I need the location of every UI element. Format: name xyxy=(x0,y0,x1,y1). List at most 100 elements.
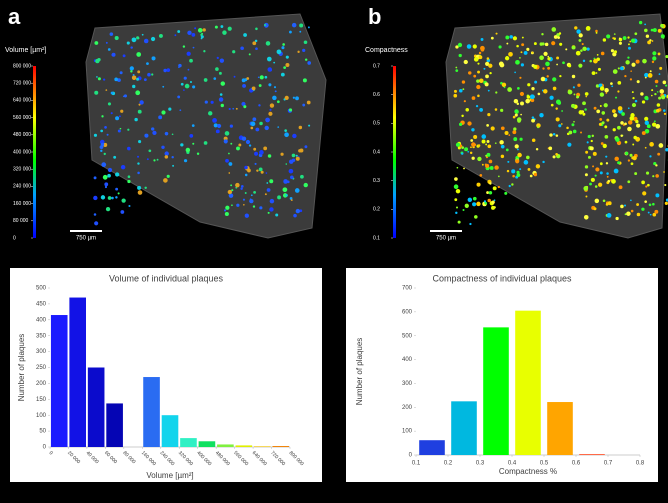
plaque-dot xyxy=(485,155,487,157)
plaque-dot xyxy=(600,86,604,90)
plaque-dot xyxy=(604,88,608,92)
plaque-dot xyxy=(601,142,604,145)
plaque-dot xyxy=(115,188,118,191)
plaque-dot xyxy=(473,44,477,48)
plaque-dot xyxy=(631,39,635,43)
plaque-dot xyxy=(651,29,654,32)
plaque-dot xyxy=(473,197,477,201)
plaque-dot xyxy=(537,126,539,128)
plaque-dot xyxy=(547,56,549,58)
plaque-dot xyxy=(261,171,264,174)
plaque-dot xyxy=(545,62,550,67)
plaque-dot xyxy=(269,207,273,211)
plaque-dot xyxy=(224,139,228,143)
plaque-dot xyxy=(220,58,224,62)
colorbar-tick-label: 0.1 xyxy=(373,235,380,241)
plaque-dot xyxy=(531,119,535,123)
plaque-dot xyxy=(295,188,300,193)
plaque-dot xyxy=(101,143,105,147)
plaque-dot xyxy=(470,152,472,154)
plaque-dot xyxy=(576,51,581,56)
plaque-dot xyxy=(559,75,561,77)
plaque-dot xyxy=(101,115,103,117)
plaque-dot xyxy=(481,48,485,52)
plaque-dot xyxy=(526,48,529,51)
plaque-dot xyxy=(277,126,279,128)
x-axis-label: Compactness % xyxy=(499,467,557,476)
y-tick-label: 200 xyxy=(36,381,47,387)
plaque-dot xyxy=(617,90,619,92)
plaque-dot xyxy=(106,42,108,44)
plaque-dot xyxy=(459,123,462,126)
plaque-dot xyxy=(602,121,605,124)
plaque-dot xyxy=(254,152,258,156)
plaque-dot xyxy=(485,143,487,145)
plaque-dot xyxy=(283,66,286,69)
plaque-dot xyxy=(104,126,107,129)
plaque-dot xyxy=(216,129,220,133)
plaque-dot xyxy=(215,67,219,71)
colorbar-tick-label: 0.3 xyxy=(373,178,380,184)
plaque-dot xyxy=(595,199,600,204)
plaque-dot xyxy=(268,67,272,71)
y-tick-label: 400 xyxy=(402,357,413,363)
plaque-dot xyxy=(263,147,267,151)
bar xyxy=(236,445,253,447)
plaque-dot xyxy=(613,113,617,117)
plaque-dot xyxy=(106,207,110,211)
plaque-dot xyxy=(249,144,251,146)
colorbar-tick-label: 400 000 xyxy=(13,149,31,155)
plaque-dot xyxy=(285,96,289,100)
plaque-dot xyxy=(586,26,591,31)
colorbar-tick-label: 0.7 xyxy=(373,63,380,69)
plaque-dot xyxy=(192,143,194,145)
plaque-dot xyxy=(121,198,125,202)
plaque-dot xyxy=(454,198,457,201)
plaque-dot xyxy=(534,173,537,176)
plaque-dot xyxy=(629,116,634,121)
plaque-dot xyxy=(506,43,508,45)
plaque-dot xyxy=(491,37,494,40)
bar xyxy=(483,327,509,455)
plaque-dot xyxy=(468,198,472,202)
plaque-dot xyxy=(625,141,628,144)
plaque-dot xyxy=(632,144,634,146)
plaque-dot xyxy=(664,184,666,186)
plaque-dot xyxy=(217,124,221,128)
plaque-dot xyxy=(242,84,246,88)
plaque-dot xyxy=(576,95,579,98)
plaque-dot xyxy=(123,54,126,57)
plaque-dot xyxy=(565,48,567,50)
plaque-dot xyxy=(291,199,293,201)
plaque-dot xyxy=(658,53,661,56)
plaque-dot xyxy=(204,78,208,82)
plaque-dot xyxy=(230,184,232,186)
plaque-dot xyxy=(645,185,647,187)
plaque-dot xyxy=(138,190,143,195)
plaque-dot xyxy=(659,67,662,70)
plaque-dot xyxy=(556,134,559,137)
plaque-dot xyxy=(486,191,489,194)
plaque-dot xyxy=(183,89,185,91)
plaque-dot xyxy=(151,127,154,130)
bar xyxy=(51,315,68,447)
plaque-dot xyxy=(229,162,233,166)
plaque-dot xyxy=(228,172,230,174)
plaque-dot xyxy=(238,144,241,147)
plaque-dot xyxy=(487,57,490,60)
plaque-dot xyxy=(607,213,612,218)
plaque-dot xyxy=(499,140,503,144)
plaque-dot xyxy=(627,180,630,183)
plaque-dot xyxy=(230,143,232,145)
plaque-dot xyxy=(663,171,665,173)
plaque-dot xyxy=(111,197,114,200)
plaque-dot xyxy=(246,77,249,80)
plaque-dot xyxy=(112,53,116,57)
plaque-dot xyxy=(606,203,609,206)
plaque-dot xyxy=(455,69,458,72)
plaque-dot xyxy=(650,214,652,216)
colorbar-title: Volume [µm²] xyxy=(5,47,46,54)
plaque-dot xyxy=(94,213,97,216)
plaque-dot xyxy=(307,61,311,65)
plaque-dot xyxy=(516,45,519,48)
